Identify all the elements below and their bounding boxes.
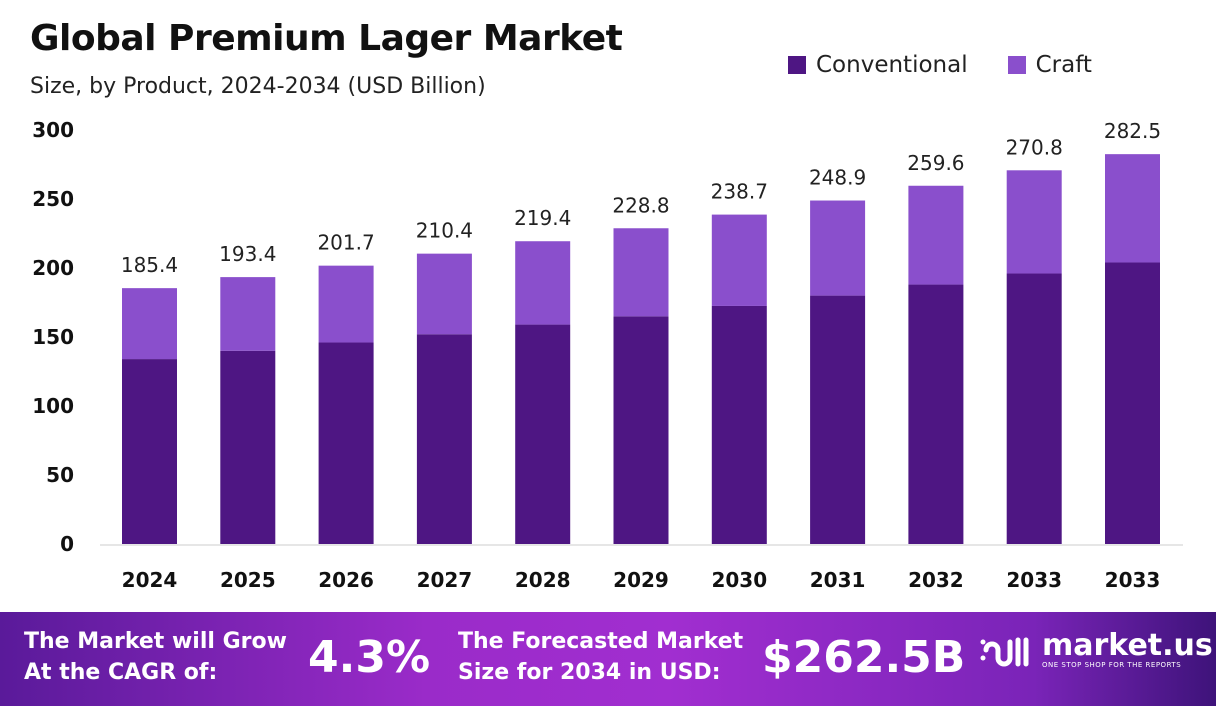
x-tick-label: 2025 [220,568,276,592]
total-label: 248.9 [809,166,866,190]
bar-conventional-2028 [515,324,571,544]
footer-banner: The Market will Grow At the CAGR of: 4.3%… [0,612,1216,706]
bar-conventional-2033 [1105,262,1160,544]
y-tick-label: 50 [46,463,74,487]
bar-craft-2028 [515,241,571,325]
total-label: 201.7 [317,231,374,255]
x-tick-label: 2024 [122,568,178,592]
bar-conventional-2027 [416,334,472,544]
legend-item-craft: Craft [1007,52,1092,78]
bar-craft-2029 [613,228,669,317]
cagr-label: The Market will Grow At the CAGR of: [24,629,287,685]
bar-conventional-2031 [810,295,866,544]
x-tick-label: 2028 [515,568,571,592]
total-label: 259.6 [907,151,964,175]
x-tick-label: 2026 [318,568,374,592]
legend-label: Conventional [816,52,968,78]
bar-craft-2024 [122,288,177,360]
bar-conventional-2026 [318,342,374,544]
bar-conventional-2030 [711,305,767,544]
total-label: 210.4 [416,219,473,243]
bar-craft-2033 [1105,154,1160,263]
bar-conventional-2024 [122,359,177,544]
chart-subtitle: Size, by Product, 2024-2034 (USD Billion… [30,74,486,99]
total-label: 185.4 [121,253,178,277]
total-label: 228.8 [612,193,669,217]
y-tick-label: 100 [32,394,74,418]
forecast-value: $262.5B [762,632,966,683]
chart-title: Global Premium Lager Market [30,18,623,59]
legend: Conventional Craft [788,52,1092,78]
x-tick-label: 2031 [810,568,866,592]
y-tick-label: 250 [32,187,74,211]
y-tick-label: 0 [60,532,74,556]
x-tick-label: 2033 [1006,568,1062,592]
bar-conventional-2033 [1006,273,1062,544]
total-label: 270.8 [1006,135,1063,159]
total-label: 193.4 [219,242,276,266]
x-tick-label: 2027 [417,568,473,592]
x-tick-label: 2033 [1105,568,1161,592]
bar-chart: 0 50 100 150 200 250 300 185.4 2024 193.4 2025 201.… [32,118,1183,592]
bar-conventional-2025 [220,350,276,544]
bar-craft-2032 [908,185,964,285]
bar-craft-2025 [220,277,276,351]
y-tick-label: 300 [32,118,74,142]
legend-item-conventional: Conventional [788,52,968,78]
bar-conventional-2029 [613,316,669,544]
bar-craft-2026 [318,265,374,343]
bar-craft-2027 [416,253,472,335]
total-label: 219.4 [514,206,571,230]
total-label: 282.5 [1104,119,1161,143]
logo-icon [980,637,1029,667]
legend-swatch [1007,56,1026,74]
y-tick-label: 200 [32,256,74,280]
bar-craft-2033 [1006,170,1062,274]
bar-craft-2030 [711,214,767,306]
y-tick-label: 150 [32,325,74,349]
x-tick-label: 2029 [613,568,669,592]
forecast-label: The Forecasted Market Size for 2034 in US… [458,629,744,685]
market-us-logo: market.us ONE STOP SHOP FOR THE REPORTS [980,630,1213,670]
x-tick-label: 2030 [711,568,767,592]
bar-craft-2031 [810,200,866,296]
cagr-value: 4.3% [308,632,431,683]
x-tick-label: 2032 [908,568,964,592]
legend-label: Craft [1035,52,1092,78]
total-label: 238.7 [711,180,768,204]
bar-conventional-2032 [908,284,964,544]
legend-swatch [788,56,806,74]
